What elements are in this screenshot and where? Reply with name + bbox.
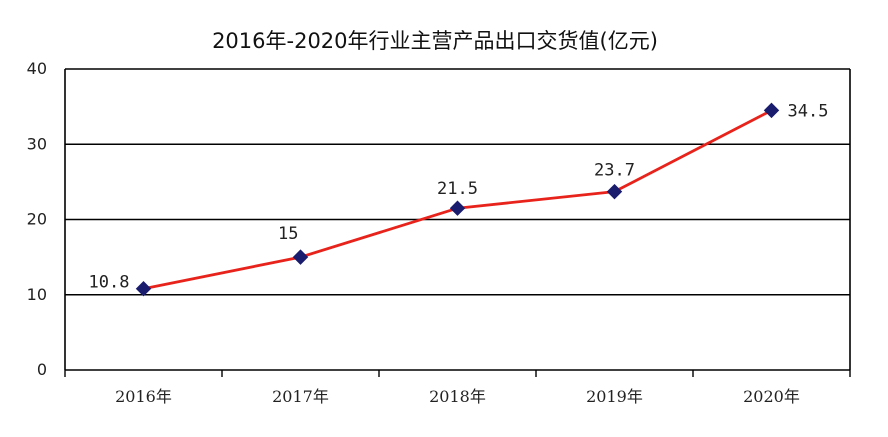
series-marker-layer (135, 102, 780, 297)
axis-layer (64, 69, 851, 377)
data-label: 34.5 (788, 101, 829, 121)
series-line (142, 108, 773, 291)
chart-title: 2016年-2020年行业主营产品出口交货值(亿元) (212, 29, 658, 53)
data-label: 23.7 (594, 161, 635, 181)
y-tick-label: 0 (37, 360, 47, 379)
y-tick-label: 10 (27, 285, 47, 304)
x-axis-tick-labels: 2016年 2017年 2018年 2019年 2020年 (115, 387, 800, 406)
data-point-marker (449, 200, 466, 216)
data-label: 21.5 (437, 179, 478, 199)
data-point-marker (763, 102, 780, 119)
data-label-layer: 10.8 15 21.5 23.7 34.5 (89, 101, 829, 292)
x-tick-label: 2017年 (272, 387, 329, 406)
data-point-marker (292, 249, 309, 265)
y-axis-tick-labels: 0 10 20 30 40 (27, 59, 47, 379)
data-point-marker (135, 281, 152, 297)
y-tick-label: 40 (27, 59, 47, 78)
series-line-layer (142, 108, 773, 291)
x-tick-label: 2019年 (586, 387, 643, 406)
y-tick-label: 20 (27, 210, 47, 229)
data-label: 10.8 (89, 273, 130, 293)
x-tick-label: 2018年 (429, 387, 486, 406)
x-tick-label: 2020年 (743, 387, 800, 406)
y-tick-label: 30 (27, 134, 47, 153)
data-point-marker (606, 183, 623, 200)
x-tick-label: 2016年 (115, 387, 172, 406)
grid-layer (65, 68, 850, 296)
data-label: 15 (278, 224, 298, 244)
